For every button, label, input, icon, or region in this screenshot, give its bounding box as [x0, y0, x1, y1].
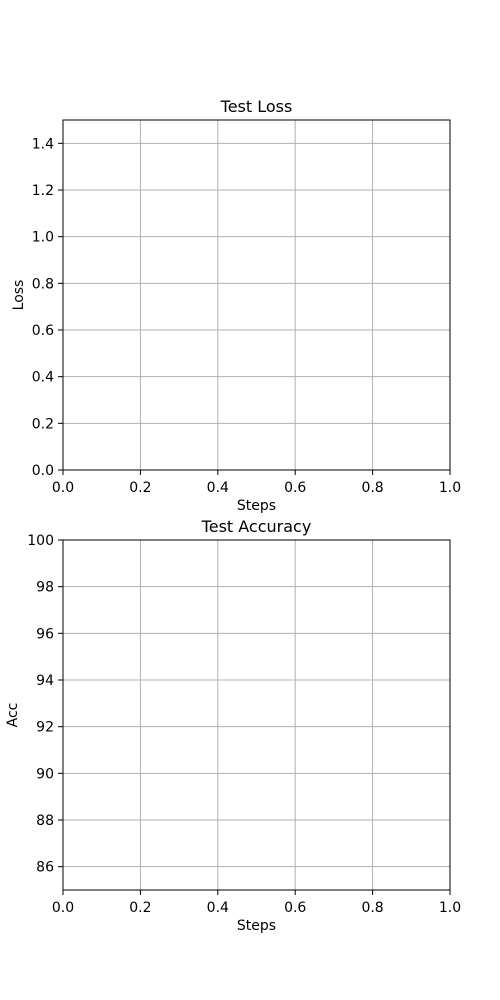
test-accuracy-title: Test Accuracy — [201, 517, 312, 536]
test-accuracy-x-tick-label: 0.6 — [284, 900, 306, 916]
test-loss-y-tick-label: 1.0 — [32, 230, 54, 246]
test-loss-axes-frame — [62, 119, 451, 471]
test-loss-x-tick-label: 0.0 — [52, 480, 74, 496]
test-accuracy-y-axis-label: Acc — [5, 703, 21, 728]
test-accuracy-y-tick-label: 94 — [36, 673, 54, 689]
test-accuracy-x-tick-label: 0.4 — [207, 900, 229, 916]
test-loss-y-axis-label: Loss — [11, 280, 27, 311]
test-loss-x-tick-label: 0.6 — [284, 480, 306, 496]
test-loss-y-tick-label: 1.2 — [32, 183, 54, 199]
test-loss-x-tick-label: 0.4 — [207, 480, 229, 496]
test-accuracy-y-tick-label: 98 — [36, 580, 54, 596]
test-accuracy-x-tick-label: 0.0 — [52, 900, 74, 916]
test-loss-x-tick-label: 1.0 — [439, 480, 461, 496]
test-loss-x-tick-label: 0.8 — [361, 480, 383, 496]
test-loss-x-tick-label: 0.2 — [129, 480, 151, 496]
test-loss-grid — [62, 120, 451, 471]
test-accuracy-ticks: 0.0 0.2 0.4 0.6 0.8 1.0 86 88 90 92 94 96 98 100 — [27, 533, 461, 916]
test-accuracy-chart: 0.0 0.2 0.4 0.6 0.8 1.0 86 88 90 92 94 96 98 100 Test… — [5, 517, 461, 934]
test-loss-title: Test Loss — [220, 97, 293, 116]
test-accuracy-y-tick-label: 86 — [36, 860, 54, 876]
test-loss-x-axis-label: Steps — [237, 498, 276, 514]
test-accuracy-x-tick-label: 1.0 — [439, 900, 461, 916]
test-accuracy-y-tick-label: 90 — [36, 766, 54, 782]
test-loss-y-tick-label: 0.0 — [32, 463, 54, 479]
test-accuracy-x-tick-label: 0.8 — [361, 900, 383, 916]
test-loss-chart: 0.0 0.2 0.4 0.6 0.8 1.0 0.0 0.2 0.4 0.6 0.8 1.0 1.2 1… — [11, 97, 461, 514]
test-loss-y-tick-label: 0.6 — [32, 323, 54, 339]
test-accuracy-y-tick-label: 92 — [36, 720, 54, 736]
test-accuracy-axes-frame — [62, 539, 451, 891]
test-accuracy-y-tick-label: 100 — [27, 533, 54, 549]
test-loss-ticks: 0.0 0.2 0.4 0.6 0.8 1.0 0.0 0.2 0.4 0.6 0.8 1.0 1.2 1… — [32, 136, 461, 496]
test-loss-y-tick-label: 0.8 — [32, 276, 54, 292]
test-accuracy-y-tick-label: 96 — [36, 626, 54, 642]
test-accuracy-x-axis-label: Steps — [237, 918, 276, 934]
test-accuracy-y-tick-label: 88 — [36, 813, 54, 829]
test-loss-y-tick-label: 1.4 — [32, 136, 54, 152]
test-loss-y-tick-label: 0.2 — [32, 416, 54, 432]
test-accuracy-x-tick-label: 0.2 — [129, 900, 151, 916]
test-loss-y-tick-label: 0.4 — [32, 370, 54, 386]
